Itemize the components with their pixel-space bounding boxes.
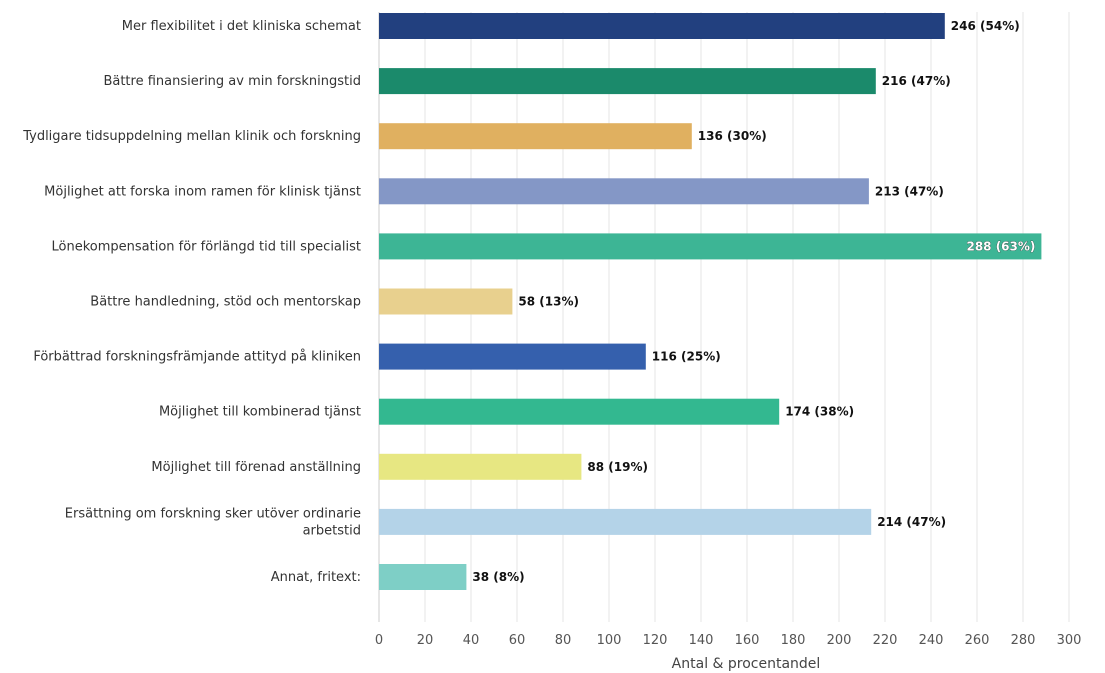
- category-label: Lönekompensation för förlängd tid till s…: [52, 239, 362, 254]
- x-axis-title: Antal & procentandel: [672, 656, 821, 672]
- category-label: Annat, fritext:: [271, 570, 361, 585]
- x-tick-label: 180: [781, 633, 806, 648]
- data-label: 116 (25%): [652, 350, 721, 364]
- bar[interactable]: [379, 68, 876, 95]
- x-tick-label: 20: [417, 633, 434, 648]
- category-label: Tydligare tidsuppdelning mellan klinik o…: [22, 129, 361, 144]
- data-label: 288 (63%): [966, 239, 1035, 253]
- category-label: arbetstid: [303, 523, 361, 538]
- category-label: Ersättning om forskning sker utöver ordi…: [65, 506, 361, 521]
- bar[interactable]: [379, 13, 945, 39]
- category-labels: Mer flexibilitet i det kliniska schemat B…: [22, 19, 361, 585]
- category-label: Förbättrad forskningsfrämjande attityd p…: [33, 350, 361, 365]
- gridlines: [378, 12, 1070, 622]
- x-tick-label: 260: [965, 633, 990, 648]
- data-labels: 246 (54%) 216 (47%) 136 (30%) 213 (47%) 288 …: [472, 19, 1035, 584]
- data-label: 136 (30%): [698, 129, 767, 143]
- x-tick-label: 60: [509, 633, 526, 648]
- x-tick-label: 280: [1011, 633, 1036, 648]
- x-tick-label: 140: [689, 633, 714, 648]
- data-label: 246 (54%): [951, 19, 1020, 33]
- data-label: 88 (19%): [587, 460, 648, 474]
- x-tick-label: 40: [463, 633, 480, 648]
- x-tick-label: 240: [919, 633, 944, 648]
- bar[interactable]: [379, 288, 513, 315]
- x-tick-label: 120: [643, 633, 668, 648]
- bar[interactable]: [379, 233, 1042, 260]
- data-label: 38 (8%): [472, 570, 524, 584]
- x-tick-label: 200: [827, 633, 852, 648]
- bar[interactable]: [379, 398, 780, 425]
- category-label: Möjlighet till kombinerad tjänst: [159, 405, 361, 420]
- data-label: 216 (47%): [882, 74, 951, 88]
- x-tick-label: 0: [375, 633, 383, 648]
- bar[interactable]: [379, 453, 582, 480]
- data-label: 214 (47%): [877, 515, 946, 529]
- category-label: Bättre handledning, stöd och mentorskap: [90, 295, 361, 310]
- data-label: 174 (38%): [785, 405, 854, 419]
- category-label: Bättre finansiering av min forskningstid: [103, 74, 361, 89]
- x-tick-label: 160: [735, 633, 760, 648]
- bars: [379, 13, 1042, 590]
- bar[interactable]: [379, 178, 869, 205]
- data-label: 213 (47%): [875, 184, 944, 198]
- x-tick-label: 100: [597, 633, 622, 648]
- bar[interactable]: [379, 343, 646, 370]
- x-axis-ticks: 0 20 40 60 80 100 120 140 160 180 200 220 240 260 280 3…: [375, 633, 1082, 648]
- data-label: 58 (13%): [518, 295, 579, 309]
- category-label: Mer flexibilitet i det kliniska schemat: [122, 19, 361, 34]
- bar[interactable]: [379, 123, 692, 150]
- bar[interactable]: [379, 564, 467, 590]
- x-tick-label: 80: [555, 633, 572, 648]
- x-tick-label: 220: [873, 633, 898, 648]
- bar[interactable]: [379, 508, 872, 535]
- x-tick-label: 300: [1057, 633, 1082, 648]
- category-label: Möjlighet till förenad anställning: [151, 460, 361, 475]
- category-label: Möjlighet att forska inom ramen för klin…: [44, 184, 361, 199]
